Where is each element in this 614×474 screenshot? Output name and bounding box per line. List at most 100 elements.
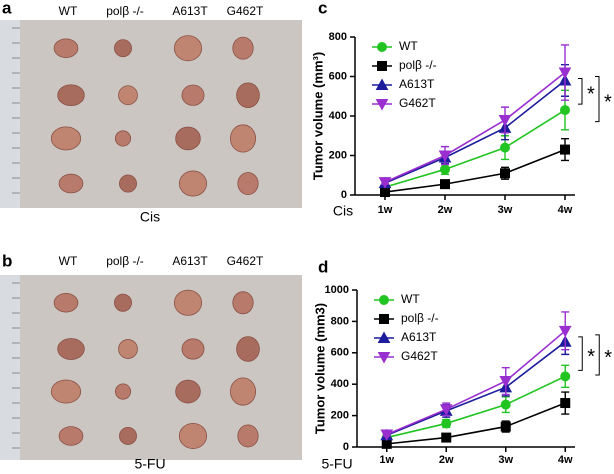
panel-label: b [2, 251, 12, 270]
y-tick-label: 0 [341, 189, 347, 201]
data-point [500, 399, 511, 410]
tumor [53, 292, 79, 313]
column-label: WT [59, 4, 78, 18]
data-point [499, 376, 513, 388]
y-tick-label: 400 [331, 378, 349, 390]
legend-marker [377, 331, 391, 343]
tumor [229, 124, 256, 153]
column-label: A613T [172, 254, 208, 268]
tumor [178, 422, 208, 449]
legend-marker [375, 99, 389, 111]
tumor [237, 172, 259, 196]
significance: * [604, 347, 612, 369]
legend-label: WT [399, 39, 418, 53]
tumor [229, 377, 256, 406]
tumor [114, 130, 132, 147]
significance: * [587, 346, 595, 368]
legend-label: WT [401, 292, 420, 306]
data-point [440, 179, 450, 190]
data-point [441, 432, 452, 443]
series-line [386, 402, 566, 445]
x-tick-label: 4w [558, 204, 573, 216]
tumor [175, 379, 201, 404]
ruler [0, 20, 20, 208]
bracket [578, 78, 583, 105]
bracket [595, 334, 600, 376]
data-point [500, 168, 510, 179]
x-tick-label: 3w [498, 204, 513, 216]
tumor [58, 173, 84, 194]
legend-marker [379, 295, 389, 305]
tumor [118, 85, 138, 106]
y-tick-label: 0 [343, 441, 349, 453]
tumor [114, 293, 132, 312]
series-line [384, 79, 566, 184]
legend-marker [375, 78, 389, 90]
legend-marker [379, 314, 389, 324]
bracket [578, 336, 583, 371]
tumor [114, 39, 132, 58]
y-tick-label: 800 [331, 315, 349, 327]
y-tick-label: 600 [331, 347, 349, 359]
data-point [500, 142, 510, 153]
tumor [57, 338, 85, 360]
tumor [50, 126, 82, 151]
column-label: WT [59, 254, 78, 268]
tumor [118, 339, 138, 359]
tumor [181, 338, 205, 360]
x-tick-label: 2w [438, 204, 453, 216]
legend-label: polβ -/- [399, 58, 437, 72]
series-line [386, 375, 566, 439]
data-point [560, 371, 571, 382]
tumor [175, 126, 201, 151]
tumor [119, 427, 137, 445]
series-line [384, 71, 566, 183]
legend-label: A613T [401, 330, 437, 344]
data-point [440, 164, 450, 175]
data-point [439, 404, 453, 416]
data-point [378, 177, 392, 189]
x-tick-label: 2w [439, 454, 454, 466]
series-line [386, 341, 566, 436]
data-point [558, 325, 572, 338]
tumor [173, 35, 203, 62]
tumor [58, 426, 84, 446]
tumor [181, 84, 205, 106]
tumor [232, 291, 254, 315]
legend-marker [377, 42, 387, 52]
y-axis-label: Tumor volume (mm3) [312, 303, 327, 434]
tumor [114, 383, 132, 400]
panel-label: d [318, 257, 328, 276]
series-line [384, 109, 566, 188]
y-tick-label: 200 [331, 410, 349, 422]
tumor [236, 336, 260, 362]
data-point [438, 150, 452, 163]
tumor [237, 424, 259, 448]
series-line [386, 330, 566, 436]
data-point [441, 418, 452, 429]
treatment-label: Cis [140, 209, 160, 225]
ruler [0, 275, 20, 460]
bracket [595, 76, 600, 123]
tumor [53, 38, 79, 58]
legend-label: G462T [399, 96, 436, 110]
legend-label: A613T [399, 77, 435, 91]
tumor [236, 82, 260, 108]
panel-label: c [318, 0, 327, 17]
tumor [178, 170, 208, 197]
legend-label: polβ -/- [401, 311, 439, 325]
tumor [50, 379, 82, 404]
tumor [173, 289, 203, 316]
data-point [560, 144, 570, 155]
y-axis-label: Tumor volume (mm³) [310, 52, 325, 180]
data-point [560, 105, 570, 116]
data-point [380, 187, 390, 198]
y-tick-label: 600 [329, 70, 347, 82]
column-label: G462T [227, 4, 264, 18]
legend-label: G462T [401, 349, 438, 363]
treatment-label: 5-FU [134, 456, 165, 472]
legend-marker [377, 61, 387, 71]
x-tick-label: 3w [498, 454, 513, 466]
x-tick-label: 1w [379, 454, 394, 466]
